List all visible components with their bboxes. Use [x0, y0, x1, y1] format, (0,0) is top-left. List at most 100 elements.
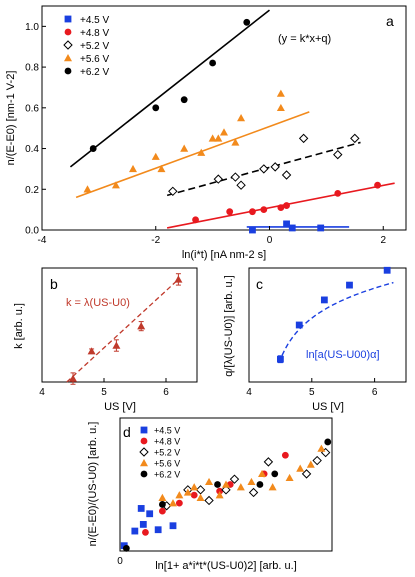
x-tick-label: 2 — [380, 235, 386, 246]
data-point-5.6 — [231, 138, 240, 146]
data-point — [277, 355, 284, 363]
fit-line-5.6 — [75, 111, 310, 199]
x-tick-label: 4 — [39, 387, 45, 398]
data-point-6.2 — [324, 438, 332, 446]
legend-marker-4.5 — [140, 426, 148, 434]
legend-label-5.2: +5.2 V — [154, 448, 180, 458]
data-point-5.2 — [263, 457, 274, 467]
panel-c-y-axis-label: q/[λ(US-U0)] [arb. u.] — [223, 275, 235, 376]
data-point-4.8 — [374, 181, 381, 189]
legend-marker-6.2 — [140, 470, 148, 478]
legend-marker-4.8 — [140, 437, 148, 445]
data-point-5.6 — [111, 181, 120, 189]
panel-a-equation: (y = k*x+q) — [278, 33, 331, 45]
data-point — [87, 347, 96, 355]
legend-marker-4.8 — [64, 28, 72, 36]
data-point-4.5 — [154, 526, 162, 534]
data-point-4.8 — [283, 202, 290, 209]
data-point-5.2 — [229, 474, 240, 484]
y-tick-label: 0.8 — [25, 63, 39, 74]
data-point-6.2 — [180, 96, 188, 104]
data-point-4.8 — [281, 451, 289, 459]
panel-c-label: c — [256, 276, 263, 292]
fit-line — [66, 278, 179, 383]
y-tick-label: 0.2 — [25, 185, 39, 196]
legend-label-5.6: +5.6 V — [80, 54, 110, 65]
panel-a-label: a — [386, 13, 394, 29]
data-point-4.5 — [146, 510, 154, 518]
data-point-5.2 — [221, 485, 231, 495]
legend-marker-5.6 — [64, 54, 72, 62]
data-point-5.6 — [157, 164, 166, 173]
data-point-5.2 — [350, 133, 360, 144]
data-point-4.5 — [139, 521, 147, 528]
data-point-5.6 — [169, 499, 177, 507]
x-tick-label: -4 — [38, 235, 47, 246]
data-point-5.6 — [296, 464, 305, 472]
panel-b-y-axis-label: k [arb. u.] — [13, 303, 25, 349]
data-point-5.2 — [281, 170, 292, 180]
x-tick-label: 0 — [117, 556, 123, 567]
data-point-5.6 — [151, 152, 160, 160]
data-point — [295, 321, 303, 329]
data-point-4.5 — [288, 224, 296, 232]
data-point-4.8 — [175, 499, 183, 507]
legend-label-5.2: +5.2 V — [80, 41, 110, 52]
data-point-5.6 — [197, 148, 206, 156]
data-point-5.2 — [213, 174, 224, 184]
data-point-5.6 — [196, 493, 205, 501]
x-tick-label: 6 — [372, 387, 378, 398]
panel-b-annotation: k = λ(US-U0) — [66, 297, 130, 309]
panel-d-y-axis-label: n/(E-E0)/(US-U0) [arb. u.] — [87, 422, 99, 547]
panel-b-frame — [41, 267, 198, 383]
data-point-5.6 — [183, 488, 192, 496]
data-point-6.2 — [209, 59, 217, 67]
data-point-5.2 — [333, 149, 343, 160]
data-point-5.2 — [204, 495, 214, 506]
data-point-4.8 — [249, 208, 256, 216]
panel-b-label: b — [50, 276, 58, 292]
data-point-4.5 — [317, 224, 325, 232]
data-point-5.6 — [276, 89, 285, 97]
data-point-6.2 — [159, 501, 166, 508]
data-point-4.5 — [131, 527, 139, 535]
data-point — [383, 266, 391, 274]
legend-label-5.6: +5.6 V — [154, 459, 180, 469]
data-point-6.2 — [271, 470, 279, 478]
data-point-4.8 — [159, 507, 166, 515]
data-point-5.6 — [306, 460, 315, 468]
data-point-5.6 — [83, 185, 92, 193]
x-tick-label: 6 — [163, 387, 169, 398]
legend-label-4.8: +4.8 V — [154, 437, 180, 447]
y-tick-label: 0.4 — [25, 144, 39, 155]
y-tick-label: 1.0 — [25, 22, 39, 33]
data-point-6.2 — [152, 104, 160, 112]
legend-marker-4.5 — [64, 15, 72, 23]
panel-c-frame — [248, 267, 407, 383]
fit-curve — [278, 281, 394, 363]
data-point-6.2 — [214, 481, 221, 488]
legend-label-6.2: +6.2 V — [154, 470, 180, 480]
y-tick-label: 0.0 — [25, 226, 39, 237]
data-point-4.5 — [137, 505, 145, 512]
data-point-6.2 — [89, 145, 97, 152]
data-point-5.6 — [190, 483, 199, 491]
panel-a-x-axis-label: ln(i*t) [nA nm-2 s] — [182, 249, 266, 261]
panel-d-label: d — [123, 424, 131, 440]
data-point-4.8 — [277, 204, 285, 212]
x-tick-label: 5 — [309, 387, 315, 398]
data-point-5.2 — [248, 487, 259, 498]
data-point-5.6 — [220, 128, 228, 136]
data-point-5.2 — [270, 162, 280, 172]
data-point-5.6 — [237, 114, 246, 122]
data-point-5.6 — [236, 483, 245, 491]
data-point-6.2 — [256, 481, 264, 488]
panel-c: c ln[a(US-U00)α] 4 5 6 US [V] q/[λ(US-U0)]… — [223, 266, 407, 413]
data-point-5.6 — [215, 491, 224, 499]
legend-label-4.5: +4.5 V — [154, 426, 180, 436]
data-point-5.2 — [312, 455, 322, 466]
data-point-5.2 — [168, 186, 178, 197]
data-point-4.8 — [192, 216, 199, 224]
x-tick-label: -2 — [151, 235, 160, 246]
data-point-5.6 — [214, 134, 223, 142]
